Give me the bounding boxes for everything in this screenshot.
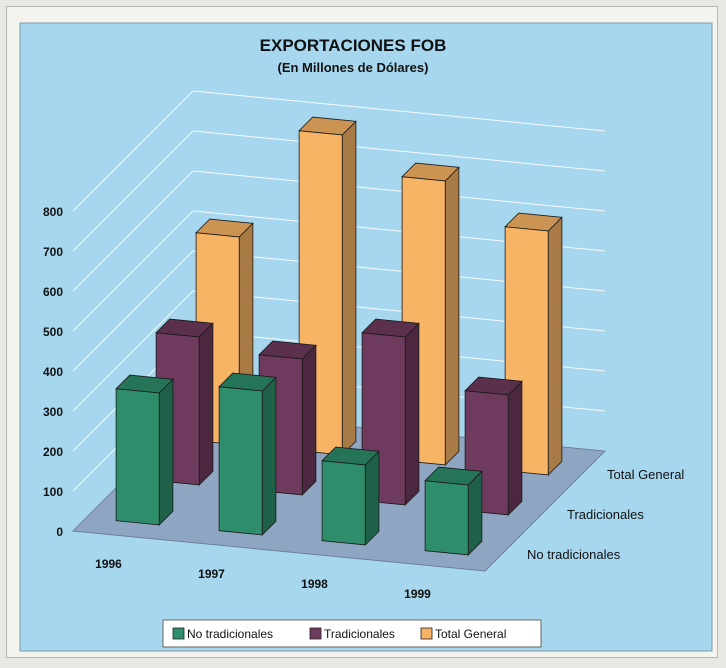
- bar-top-face: [504, 212, 563, 232]
- x-tick-label-1996: 1996: [95, 557, 122, 571]
- bar-side-face: [467, 470, 483, 556]
- bar-side-face: [547, 216, 563, 476]
- gridline: [72, 130, 606, 252]
- bar-no-tradicionales-1997: [218, 372, 277, 536]
- bar-no-tradicionales-1996: [115, 374, 174, 526]
- series-axis-label-no-tradicionales: No tradicionales: [527, 547, 621, 562]
- bar-front-face: [321, 460, 366, 546]
- legend-swatch-no-tradicionales: [172, 627, 185, 640]
- bar-top-face: [361, 318, 420, 338]
- bar-top-face: [401, 162, 460, 182]
- bar-side-face: [507, 380, 523, 516]
- bar-no-tradicionales-1998: [321, 446, 380, 546]
- chart-title: EXPORTACIONES FOB: [260, 36, 447, 55]
- bar-side-face: [198, 322, 214, 486]
- legend-label-tradicionales: Tradicionales: [324, 627, 395, 641]
- bar-side-face: [364, 450, 380, 546]
- series-axis-label-tradicionales: Tradicionales: [567, 507, 644, 522]
- y-tick-label: 300: [43, 405, 63, 419]
- x-tick-label-1997: 1997: [198, 567, 225, 581]
- gridline: [72, 290, 606, 412]
- x-tick-label-1999: 1999: [404, 587, 431, 601]
- bar-top-face: [155, 318, 214, 338]
- series-axis-label-total-general: Total General: [607, 467, 684, 482]
- bar-top-face: [464, 376, 523, 396]
- gridline: [72, 170, 606, 292]
- y-tick-label: 700: [43, 245, 63, 259]
- labels-layer: 0 100 200 300 400 500 600 700 800 1996 1997 1998 199…: [43, 205, 684, 601]
- bar-top-face: [424, 466, 483, 486]
- y-tick-label: 400: [43, 365, 63, 379]
- y-tick-label: 0: [56, 525, 63, 539]
- y-tick-label: 600: [43, 285, 63, 299]
- gridline: [72, 250, 606, 372]
- y-tick-label: 500: [43, 325, 63, 339]
- y-tick-label: 800: [43, 205, 63, 219]
- bar-side-face: [341, 120, 357, 456]
- chart-frame: 0 100 200 300 400 500 600 700 800 1996 1997 1998 199…: [6, 6, 718, 658]
- gridline: [72, 90, 606, 212]
- chart-subtitle: (En Millones de Dólares): [278, 60, 429, 75]
- legend-swatch-tradicionales: [309, 627, 322, 640]
- bar-side-face: [158, 378, 174, 526]
- bar-front-face: [218, 386, 263, 536]
- bar-front-face: [424, 480, 469, 556]
- legend-swatch-total-general: [420, 627, 433, 640]
- y-tick-label: 100: [43, 485, 63, 499]
- legend-label-no-tradicionales: No tradicionales: [187, 627, 273, 641]
- bars-layer: [115, 116, 563, 556]
- legend: No tradicionales Tradicionales Total Gen…: [162, 619, 542, 648]
- bar-top-face: [298, 116, 357, 136]
- bar-top-face: [218, 372, 277, 392]
- legend-label-total-general: Total General: [435, 627, 506, 641]
- bar-front-face: [115, 388, 160, 526]
- legend-box: [162, 619, 542, 648]
- y-tick-label: 200: [43, 445, 63, 459]
- bar-top-face: [321, 446, 380, 466]
- bar-no-tradicionales-1999: [424, 466, 483, 556]
- gridline: [72, 210, 606, 332]
- bar-side-face: [301, 344, 317, 496]
- x-tick-label-1998: 1998: [301, 577, 328, 591]
- bar-top-face: [258, 340, 317, 360]
- bar-side-face: [444, 166, 460, 466]
- bar-side-face: [261, 376, 277, 536]
- bar-top-face: [115, 374, 174, 394]
- bar-top-face: [195, 218, 254, 238]
- bar-side-face: [404, 322, 420, 506]
